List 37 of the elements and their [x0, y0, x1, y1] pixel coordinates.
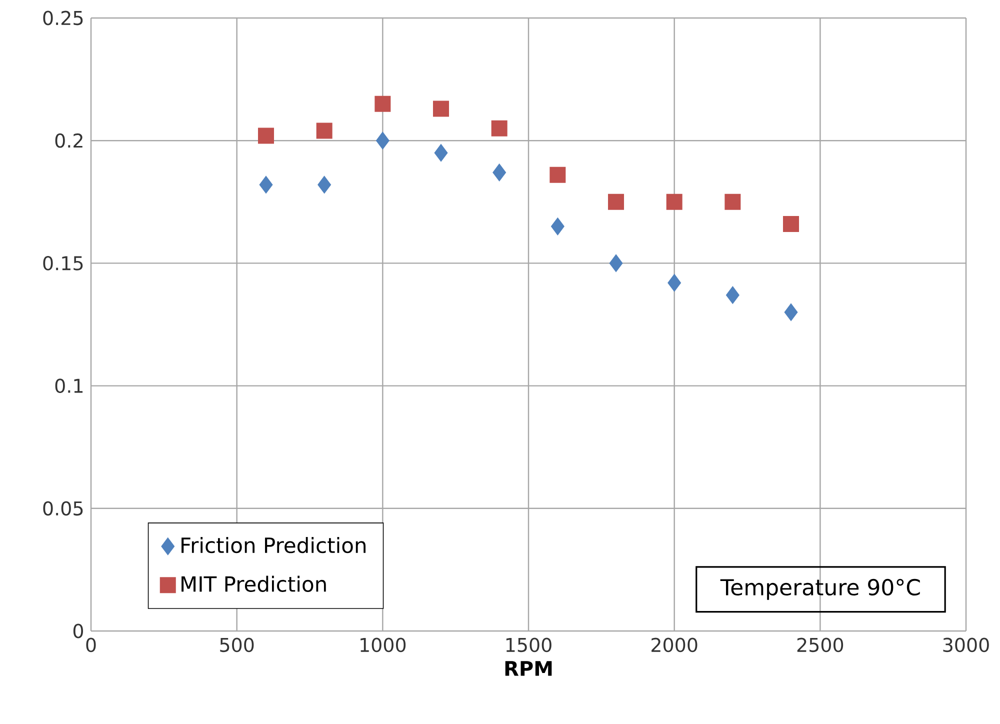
x-tick-label: 3000 — [943, 638, 989, 652]
y-tick-label: 0 — [73, 624, 84, 638]
point — [376, 132, 390, 150]
x-tick-label: 0 — [86, 638, 96, 652]
point — [434, 144, 448, 162]
point — [784, 303, 798, 322]
y-tick-label: 0.1 — [55, 378, 83, 393]
point — [726, 286, 740, 304]
x-tick-label: 2000 — [652, 638, 698, 652]
point — [550, 218, 564, 236]
point — [259, 176, 273, 194]
point — [724, 194, 741, 210]
x-tick-label: 1000 — [360, 638, 406, 652]
x-axis-title: RPM — [505, 661, 552, 676]
x-tick-label: 1500 — [506, 638, 552, 652]
point — [609, 254, 623, 272]
point — [316, 122, 332, 139]
point — [318, 176, 332, 194]
y-tick-label: 0.25 — [43, 10, 83, 26]
x-tick-label: 500 — [220, 638, 254, 652]
point — [668, 274, 682, 292]
y-tick-label: 0.05 — [43, 501, 83, 516]
y-tick-label: 0.2 — [55, 133, 82, 148]
point — [491, 120, 508, 136]
point — [783, 216, 800, 232]
y-tick-label: 0.15 — [43, 256, 83, 270]
point — [550, 166, 566, 183]
point — [608, 194, 624, 210]
legend-label: MIT Prediction — [182, 576, 326, 592]
point — [433, 100, 450, 117]
point — [374, 96, 391, 112]
point — [492, 164, 506, 182]
legend-label: Friction Prediction — [182, 536, 366, 554]
point — [258, 128, 274, 144]
annotation: Temperature 90°C — [720, 578, 920, 600]
x-tick-label: 2500 — [797, 638, 844, 652]
point — [666, 194, 682, 210]
